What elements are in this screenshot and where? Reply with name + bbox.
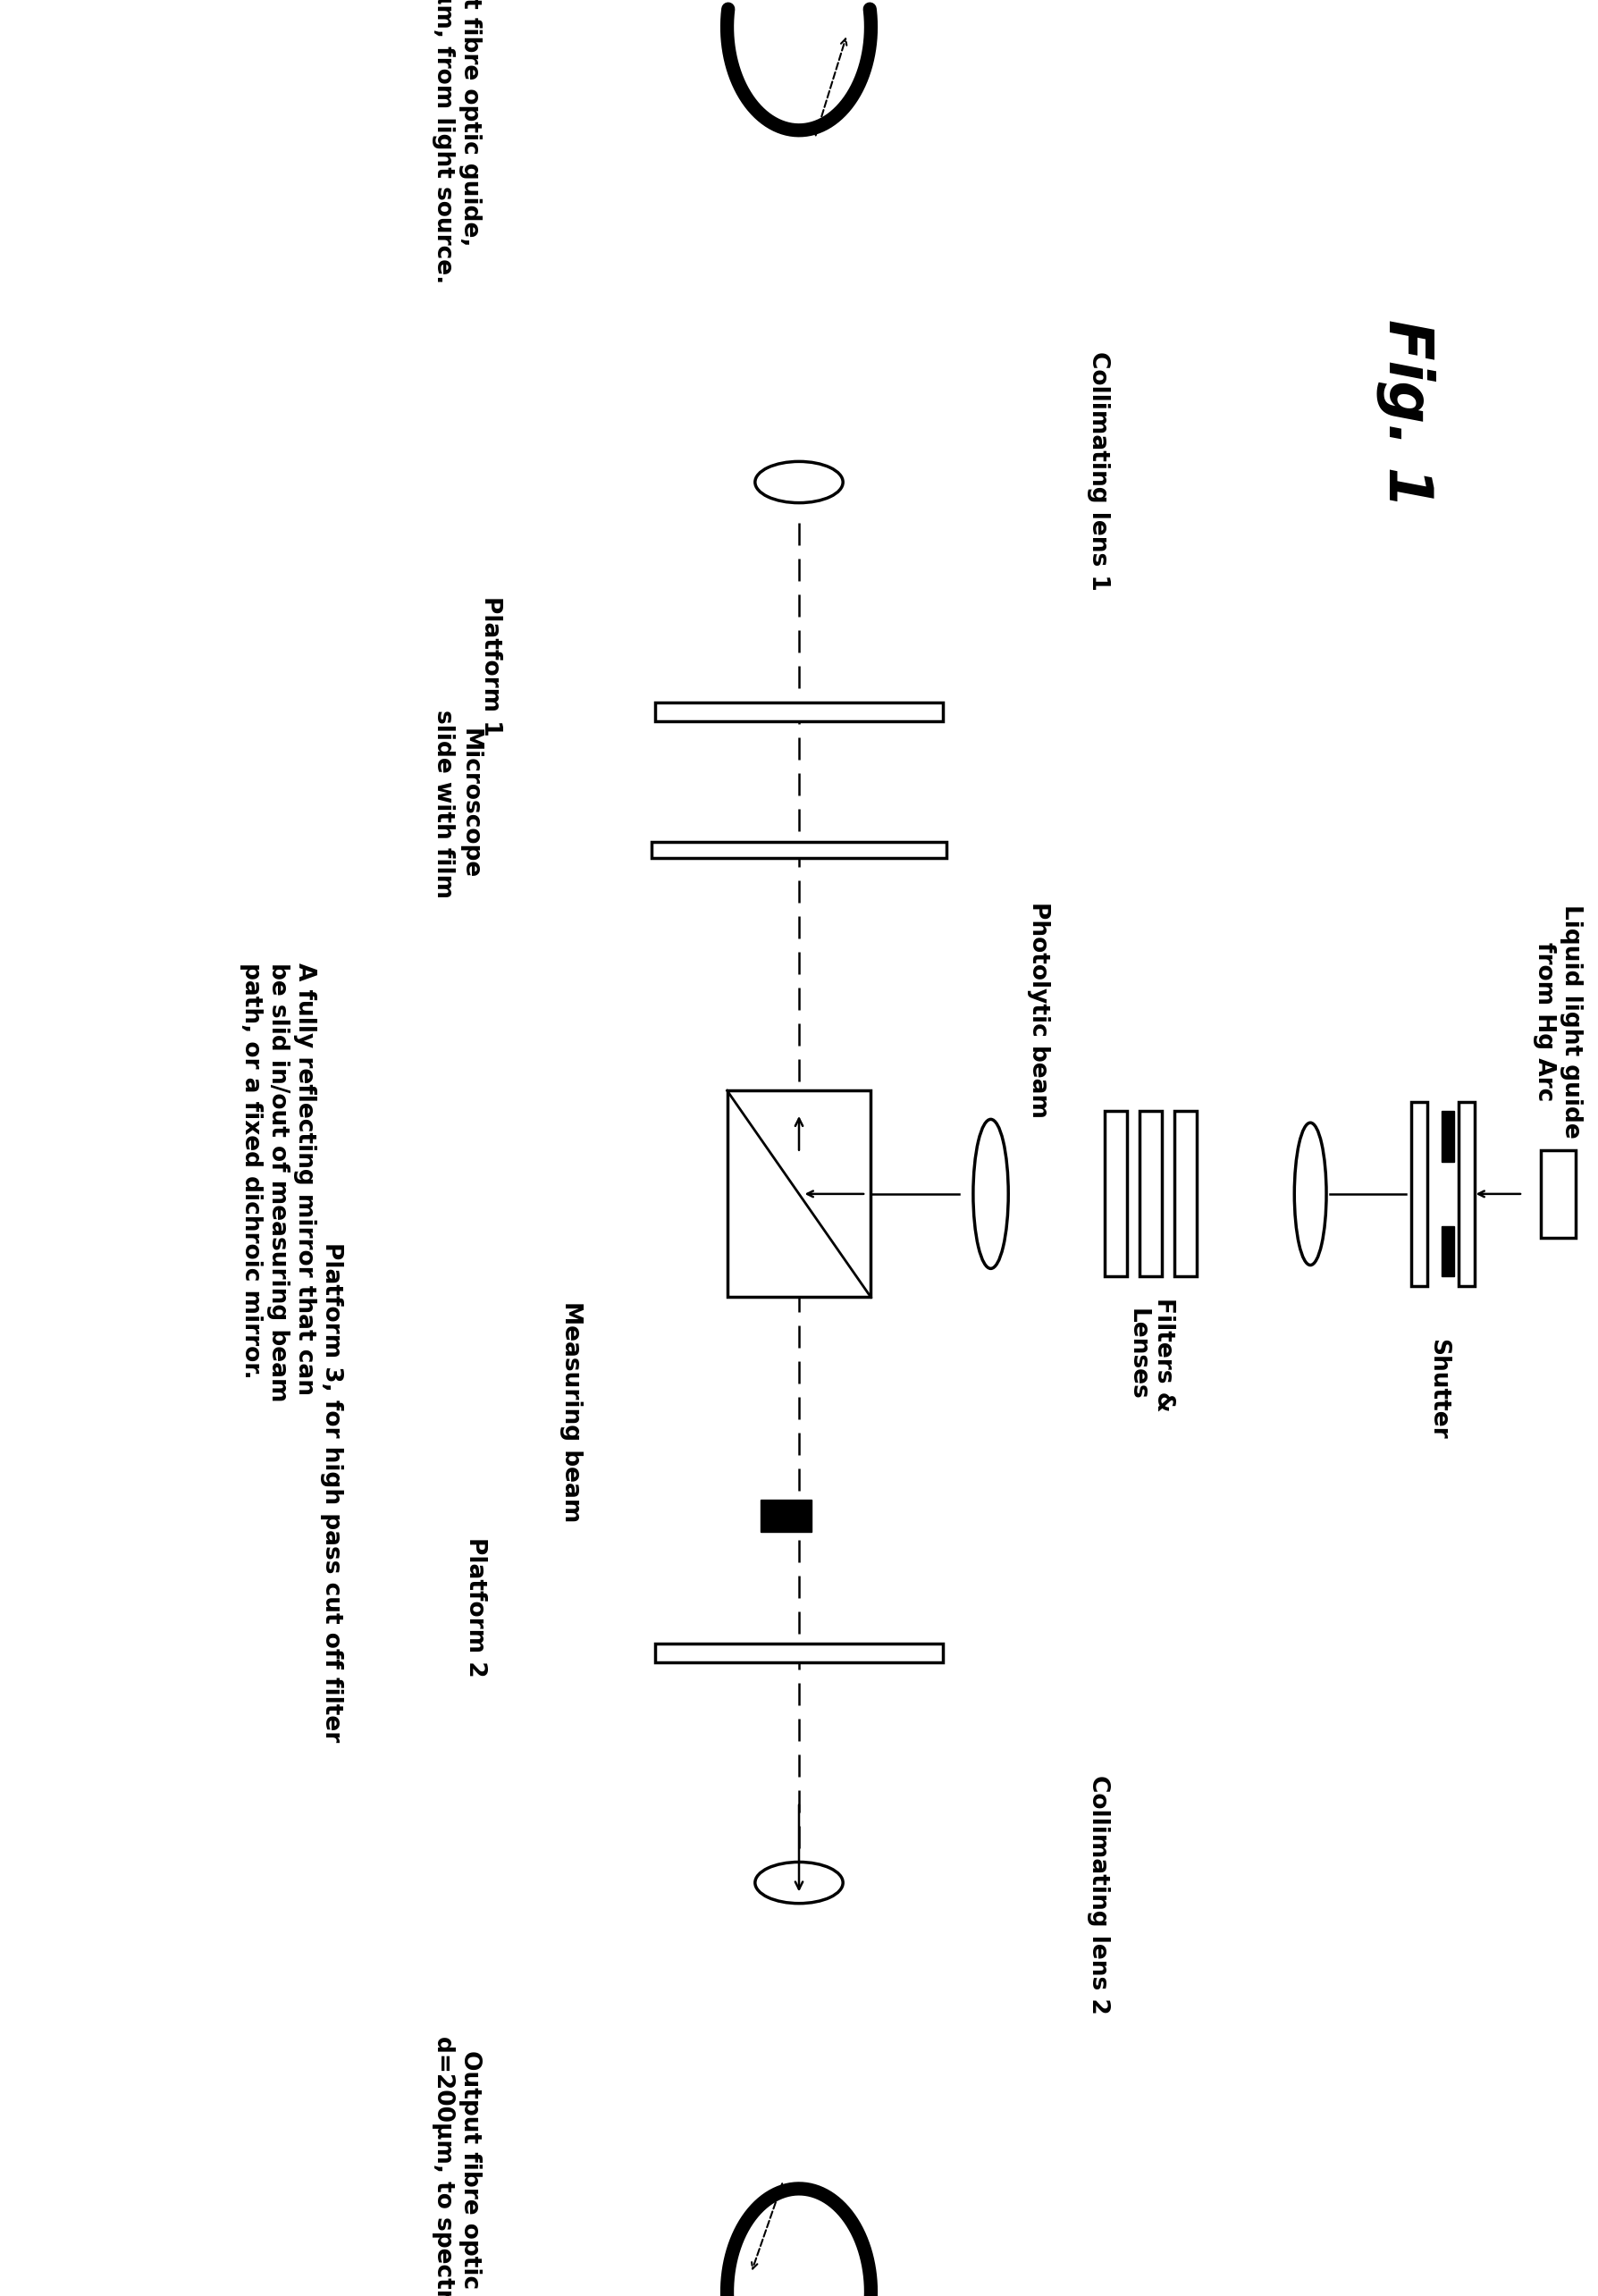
FancyBboxPatch shape	[1139, 1111, 1162, 1277]
FancyBboxPatch shape	[761, 1499, 812, 1531]
Text: Input fibre optic guide,
d=200μm, from light source.: Input fibre optic guide, d=200μm, from l…	[431, 0, 481, 282]
Text: Collimating lens 2: Collimating lens 2	[1087, 1775, 1111, 2014]
Text: Photolytic beam: Photolytic beam	[1028, 902, 1050, 1118]
FancyBboxPatch shape	[1441, 1226, 1454, 1277]
Ellipse shape	[756, 1862, 844, 1903]
FancyBboxPatch shape	[1441, 1111, 1454, 1162]
Text: A fully reflecting mirror that can
be slid in/out of measuring beam
path, or a f: A fully reflecting mirror that can be sl…	[240, 962, 316, 1403]
Text: Filters &
Lenses: Filters & Lenses	[1125, 1297, 1176, 1412]
Ellipse shape	[973, 1118, 1008, 1267]
Ellipse shape	[756, 461, 844, 503]
Text: Microscope
slide with film: Microscope slide with film	[431, 709, 481, 898]
FancyBboxPatch shape	[727, 1091, 871, 1297]
Text: Platform 1: Platform 1	[479, 595, 503, 737]
FancyBboxPatch shape	[650, 840, 946, 856]
Text: Fig. 1: Fig. 1	[1376, 319, 1437, 507]
FancyBboxPatch shape	[1175, 1111, 1197, 1277]
FancyBboxPatch shape	[655, 703, 943, 721]
FancyBboxPatch shape	[1104, 1111, 1127, 1277]
FancyBboxPatch shape	[1459, 1102, 1475, 1286]
Text: Shutter: Shutter	[1427, 1339, 1449, 1440]
Text: Measuring beam: Measuring beam	[559, 1302, 583, 1522]
FancyBboxPatch shape	[1411, 1102, 1427, 1286]
Text: Platform 3, for high pass cut off filter: Platform 3, for high pass cut off filter	[320, 1242, 344, 1743]
Text: Output fibre optic guide,
d=200μm, to spectrometer: Output fibre optic guide, d=200μm, to sp…	[431, 2037, 481, 2296]
Text: Liquid light guide
from Hg Arc: Liquid light guide from Hg Arc	[1532, 905, 1584, 1139]
Text: Platform 2: Platform 2	[463, 1538, 487, 1676]
FancyBboxPatch shape	[1540, 1150, 1576, 1238]
Ellipse shape	[1294, 1123, 1326, 1265]
Text: Collimating lens 1: Collimating lens 1	[1087, 351, 1111, 590]
FancyBboxPatch shape	[655, 1644, 943, 1662]
